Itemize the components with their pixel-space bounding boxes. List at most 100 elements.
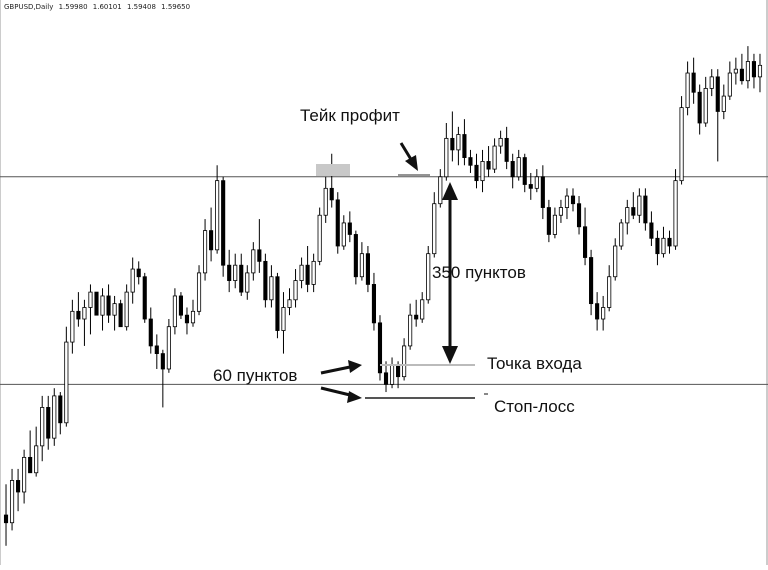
candle-body-bull	[287, 299, 292, 308]
candle-body-bear	[353, 234, 358, 278]
candle-body-bear	[528, 184, 533, 189]
candle	[215, 165, 220, 254]
take-profit-arrow-head	[405, 155, 418, 171]
chart-header: GBPUSD,Daily 1.59980 1.60101 1.59408 1.5…	[4, 3, 193, 11]
candle	[655, 230, 660, 266]
candle	[492, 138, 497, 173]
candle-body-bear	[589, 257, 594, 305]
candle-body-bull	[498, 137, 503, 147]
levels-layer	[0, 176, 768, 385]
candle	[516, 149, 521, 181]
candle	[637, 188, 642, 223]
candle	[341, 215, 346, 250]
candle	[504, 126, 509, 170]
candle-body-bull	[625, 207, 630, 224]
candle	[601, 295, 606, 331]
candle	[727, 61, 732, 100]
candle	[293, 269, 298, 308]
candle-body-bull	[420, 299, 425, 320]
candle-body-bull	[34, 445, 39, 474]
candle	[558, 199, 563, 223]
candle	[58, 392, 63, 435]
stop-loss-label: Стоп-лосс	[494, 397, 575, 416]
candle	[323, 176, 328, 223]
candle	[118, 299, 123, 328]
candle	[631, 192, 636, 220]
candle-body-bear	[178, 295, 183, 316]
candle-body-bear	[136, 268, 141, 278]
candle-body-bull	[607, 276, 612, 308]
candle	[154, 334, 159, 369]
candle	[52, 388, 57, 446]
candle-body-bear	[160, 353, 165, 370]
candle-body-bear	[667, 237, 672, 247]
candle	[751, 53, 757, 89]
candle	[564, 188, 570, 220]
candle	[715, 69, 720, 162]
candle	[88, 284, 93, 335]
candle	[534, 169, 539, 193]
candle-body-bear	[383, 372, 389, 385]
candle	[70, 299, 75, 354]
candle-body-bull	[70, 310, 75, 343]
candle	[94, 291, 99, 316]
candle	[233, 253, 238, 289]
candle-body-bull	[534, 176, 539, 189]
candle	[269, 265, 274, 308]
candle-body-bull	[438, 176, 443, 205]
candle	[263, 253, 268, 308]
entry-arrow-head	[348, 360, 362, 373]
candle	[570, 188, 576, 212]
candle-body-bear	[347, 222, 352, 235]
candle-body-bear	[522, 157, 527, 185]
candle	[365, 245, 370, 293]
candle-body-bull	[245, 272, 250, 293]
candle	[667, 230, 672, 254]
candle-body-bull	[124, 291, 129, 328]
candle-body-bear	[486, 161, 491, 170]
candle	[203, 219, 208, 281]
candle	[239, 253, 244, 296]
candle-body-bear	[94, 291, 99, 316]
candle	[371, 272, 377, 331]
candle	[16, 468, 21, 512]
candle	[619, 219, 624, 250]
candle-body-bull	[444, 137, 449, 178]
candle-body-bull	[203, 230, 208, 274]
candle	[281, 292, 286, 354]
candle	[142, 272, 147, 323]
candle	[9, 468, 15, 531]
candle-body-bear	[474, 164, 479, 182]
candle	[106, 284, 111, 323]
candle	[148, 307, 153, 354]
candle-body-bull	[64, 341, 69, 424]
candle-body-bull	[172, 295, 177, 328]
candle	[136, 261, 141, 285]
candle-body-bull	[190, 310, 196, 324]
candle	[82, 299, 87, 346]
candle	[468, 149, 473, 173]
candle	[251, 242, 256, 281]
candle-body-bull	[564, 195, 570, 208]
candle-body-bear	[595, 303, 600, 320]
candle	[438, 169, 443, 208]
candle-body-bull	[637, 195, 642, 216]
candle	[76, 292, 81, 327]
candle	[510, 153, 515, 189]
candle	[112, 295, 117, 331]
candle	[643, 188, 648, 231]
candle	[709, 69, 714, 97]
candle-body-bear	[209, 230, 214, 251]
candle-body-bear	[275, 276, 280, 331]
candle-body-bull	[613, 245, 618, 278]
candle	[528, 172, 533, 200]
candle-body-bear	[16, 480, 21, 493]
candle	[583, 207, 588, 266]
candle-body-bull	[299, 264, 304, 281]
candle	[420, 292, 425, 323]
candle-body-bear	[329, 187, 334, 201]
candle	[46, 395, 51, 450]
candle-body-bear	[546, 207, 551, 235]
candle-body-bull	[408, 314, 413, 347]
